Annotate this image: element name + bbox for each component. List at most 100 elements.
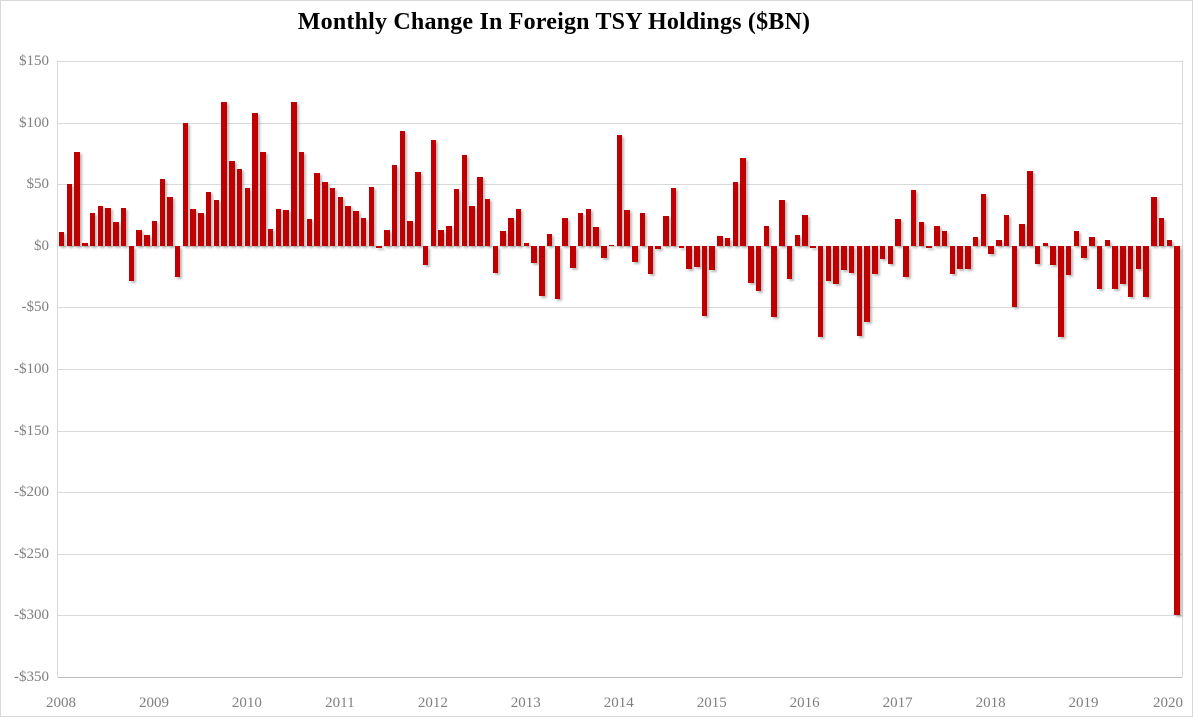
bar bbox=[508, 217, 514, 246]
bar bbox=[601, 245, 607, 259]
bar bbox=[949, 245, 956, 275]
y-tick-label: -$250 bbox=[14, 546, 49, 562]
bar bbox=[167, 196, 173, 246]
y-tick-label: -$200 bbox=[14, 484, 49, 500]
bar bbox=[477, 176, 483, 246]
bar bbox=[353, 211, 359, 246]
gridline bbox=[58, 123, 1182, 124]
bar bbox=[1096, 245, 1103, 289]
bar bbox=[1081, 245, 1087, 259]
bar bbox=[128, 245, 135, 282]
bar bbox=[748, 245, 754, 283]
bar bbox=[763, 226, 770, 246]
bar bbox=[446, 226, 452, 246]
bar bbox=[1019, 223, 1025, 246]
bar bbox=[182, 122, 189, 246]
y-tick-label: $50 bbox=[26, 176, 50, 192]
bar bbox=[794, 234, 801, 246]
bar bbox=[136, 229, 142, 246]
bar bbox=[825, 245, 832, 282]
bar bbox=[608, 244, 615, 246]
bar bbox=[864, 245, 870, 323]
bar bbox=[1042, 243, 1049, 246]
bar bbox=[1011, 245, 1018, 308]
bar bbox=[639, 212, 646, 246]
gridline bbox=[58, 615, 1182, 616]
bar bbox=[732, 181, 739, 246]
bar bbox=[120, 207, 127, 246]
bar bbox=[1143, 245, 1149, 298]
bar bbox=[329, 187, 336, 246]
bar bbox=[322, 181, 328, 246]
bar bbox=[82, 243, 88, 246]
bar bbox=[1073, 231, 1080, 246]
bar bbox=[1166, 239, 1173, 246]
bar bbox=[686, 245, 692, 270]
bar bbox=[539, 245, 545, 297]
bar bbox=[903, 245, 909, 277]
y-tick-label: -$50 bbox=[21, 299, 50, 315]
bar bbox=[415, 171, 421, 246]
bar bbox=[841, 245, 847, 271]
gridline bbox=[58, 431, 1182, 432]
bar bbox=[724, 238, 731, 246]
bar bbox=[407, 221, 413, 246]
bar bbox=[221, 101, 227, 246]
bar bbox=[779, 200, 785, 246]
chart-title: Monthly Change In Foreign TSY Holdings (… bbox=[297, 9, 811, 35]
x-tick-label: 2014 bbox=[603, 695, 634, 711]
bar bbox=[709, 245, 715, 271]
bar bbox=[213, 200, 220, 246]
bar bbox=[546, 233, 553, 246]
gridline bbox=[58, 61, 1182, 62]
bar bbox=[337, 196, 344, 246]
bar bbox=[577, 212, 584, 246]
bar bbox=[151, 221, 158, 246]
bar bbox=[430, 139, 437, 246]
gridline bbox=[58, 369, 1182, 370]
bar bbox=[833, 245, 839, 284]
bar bbox=[298, 152, 305, 246]
bar bbox=[810, 245, 816, 249]
y-tick-label: -$150 bbox=[14, 423, 49, 439]
bar bbox=[345, 206, 351, 246]
bar bbox=[1174, 245, 1180, 616]
bar bbox=[670, 187, 677, 246]
x-tick-label: 2017 bbox=[882, 695, 913, 711]
bar bbox=[159, 179, 165, 246]
bar bbox=[856, 245, 863, 336]
bar bbox=[58, 232, 65, 246]
bar bbox=[755, 245, 762, 292]
bar bbox=[384, 229, 390, 246]
bar bbox=[275, 208, 282, 246]
y-tick-label: -$300 bbox=[14, 607, 49, 623]
bar bbox=[632, 245, 638, 262]
x-tick-label: 2016 bbox=[789, 695, 820, 711]
bar bbox=[523, 243, 530, 246]
bar bbox=[972, 237, 979, 246]
bar bbox=[74, 152, 80, 246]
bar bbox=[941, 231, 948, 246]
x-tick-label: 2013 bbox=[510, 695, 541, 711]
x-tick-label: 2011 bbox=[325, 695, 355, 711]
y-tick-label: -$350 bbox=[14, 669, 49, 685]
x-tick-label: 2012 bbox=[417, 695, 448, 711]
bar bbox=[252, 112, 258, 246]
x-tick-label: 2010 bbox=[231, 695, 262, 711]
bar bbox=[570, 245, 576, 268]
bar bbox=[562, 217, 568, 246]
bar bbox=[701, 245, 708, 316]
bar bbox=[717, 235, 723, 246]
bar bbox=[391, 164, 398, 246]
bar bbox=[376, 245, 382, 249]
zero-gridline bbox=[58, 246, 1182, 247]
bar bbox=[895, 218, 901, 246]
bar bbox=[229, 160, 235, 246]
bar bbox=[469, 206, 475, 246]
gridline bbox=[58, 307, 1182, 308]
bar bbox=[174, 245, 181, 277]
bar bbox=[244, 187, 251, 246]
bar bbox=[802, 215, 808, 246]
bar bbox=[113, 222, 119, 246]
bar bbox=[306, 218, 313, 246]
